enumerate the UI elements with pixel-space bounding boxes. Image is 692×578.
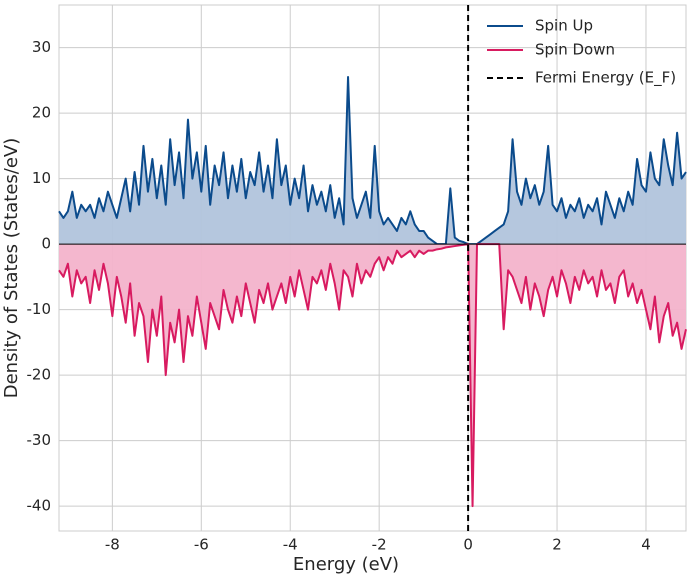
- x-tick-label: -4: [283, 536, 298, 554]
- x-tick-label: -6: [194, 536, 209, 554]
- legend-label: Spin Down: [535, 41, 615, 59]
- x-axis-label: Energy (eV): [293, 554, 399, 575]
- x-tick-label: -8: [105, 536, 120, 554]
- x-tick-label: 0: [463, 536, 473, 554]
- y-tick-label: -40: [27, 497, 52, 515]
- y-axis-label: Density of States (States/eV): [1, 138, 22, 399]
- x-tick-label: 4: [641, 536, 651, 554]
- area-fill: [59, 77, 686, 245]
- y-tick-label: 20: [32, 104, 51, 122]
- y-tick-label: 10: [32, 169, 51, 187]
- series-line: [58, 76, 687, 246]
- y-tick-label: 0: [41, 235, 51, 253]
- y-tick-label: -20: [27, 366, 52, 384]
- y-tick-label: -10: [27, 300, 52, 318]
- x-tick-label: -2: [372, 536, 387, 554]
- area-fill: [59, 244, 686, 507]
- legend-label: Spin Up: [535, 17, 593, 35]
- legend-label: Fermi Energy (E_F): [535, 69, 676, 88]
- y-tick-label: -30: [27, 431, 52, 449]
- x-tick-label: 2: [552, 536, 562, 554]
- series-line: [58, 243, 687, 508]
- y-tick-label: 30: [32, 38, 51, 56]
